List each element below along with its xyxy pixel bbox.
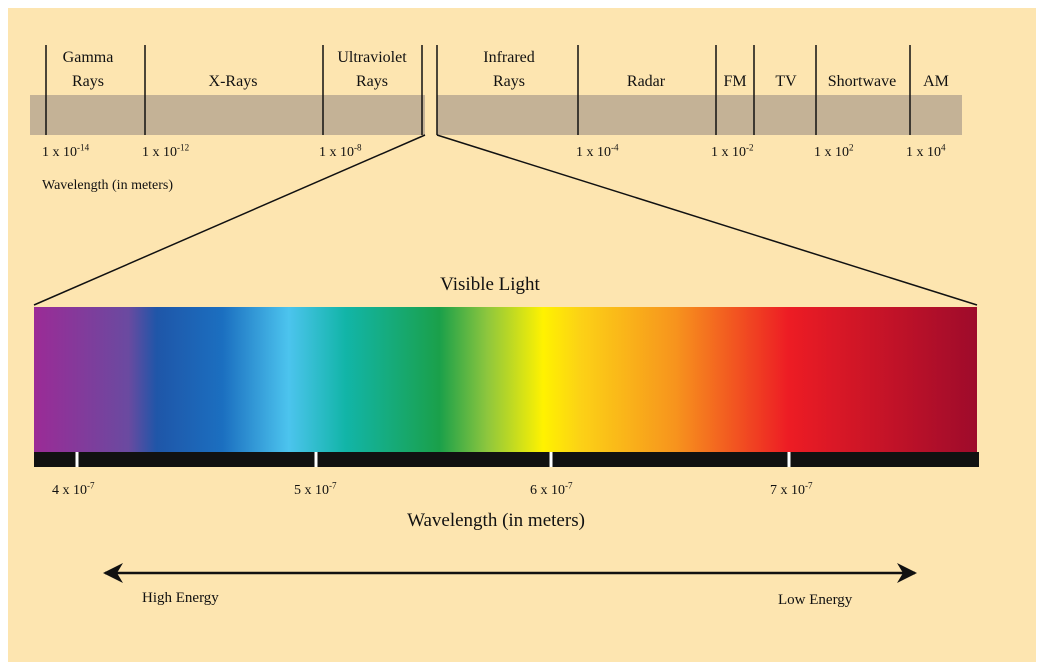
scale-label: 1 x 102 bbox=[814, 142, 854, 160]
visible-tick-label-exponent: -7 bbox=[565, 480, 573, 490]
scale-label-base: 1 x 10 bbox=[814, 145, 849, 160]
scale-label: 1 x 10-8 bbox=[319, 142, 362, 160]
zoom-line bbox=[436, 134, 978, 306]
scale-label: 1 x 10-2 bbox=[711, 142, 754, 160]
visible-tick-label: 4 x 10-7 bbox=[52, 480, 95, 498]
zoom-line bbox=[33, 134, 426, 306]
visible-axis bbox=[34, 452, 979, 467]
visible-tick-label: 5 x 10-7 bbox=[294, 480, 337, 498]
energy-label: High Energy bbox=[142, 590, 219, 606]
scale-label-exponent: -14 bbox=[77, 142, 90, 152]
energy-label: Low Energy bbox=[778, 592, 853, 608]
scale-label-exponent: -12 bbox=[177, 142, 190, 152]
visible-tick-label-exponent: -7 bbox=[805, 480, 813, 490]
scale-label: 1 x 10-4 bbox=[576, 142, 619, 160]
scale-label: 1 x 10-14 bbox=[42, 142, 90, 160]
visible-tick-label-base: 7 x 10 bbox=[770, 483, 805, 498]
band-label: Rays bbox=[493, 73, 525, 90]
visible-tick-label-base: 4 x 10 bbox=[52, 483, 87, 498]
band-label: Shortwave bbox=[828, 73, 896, 90]
visible-axis-title: Wavelength (in meters) bbox=[407, 510, 585, 531]
visible-tick-label-exponent: -7 bbox=[87, 480, 95, 490]
spectrum-band bbox=[30, 95, 425, 135]
scale-label-base: 1 x 10 bbox=[142, 145, 177, 160]
band-label: TV bbox=[775, 73, 797, 90]
visible-tick-label-exponent: -7 bbox=[329, 480, 337, 490]
scale-label-exponent: 4 bbox=[941, 142, 946, 152]
spectrum-band bbox=[437, 95, 962, 135]
scale-label-base: 1 x 10 bbox=[42, 145, 77, 160]
band-label: AM bbox=[923, 73, 949, 90]
band-label: Ultraviolet bbox=[337, 49, 407, 66]
band-label: FM bbox=[723, 73, 746, 90]
scale-label: 1 x 104 bbox=[906, 142, 946, 160]
band-label: Infrared bbox=[483, 49, 535, 66]
scale-label-base: 1 x 10 bbox=[906, 145, 941, 160]
visible-tick-label-base: 6 x 10 bbox=[530, 483, 565, 498]
scale-label-exponent: -8 bbox=[354, 142, 362, 152]
visible-tick-label: 7 x 10-7 bbox=[770, 480, 813, 498]
scale-label-base: 1 x 10 bbox=[319, 145, 354, 160]
visible-spectrum bbox=[34, 307, 977, 452]
scale-label-exponent: -4 bbox=[611, 142, 619, 152]
band-label: Rays bbox=[72, 73, 104, 90]
band-label: Gamma bbox=[63, 49, 114, 66]
band-label: X-Rays bbox=[209, 73, 258, 90]
visible-tick-label: 6 x 10-7 bbox=[530, 480, 573, 498]
scale-label-base: 1 x 10 bbox=[711, 145, 746, 160]
band-label: Radar bbox=[627, 73, 666, 90]
scale-label-base: 1 x 10 bbox=[576, 145, 611, 160]
visible-tick-label-base: 5 x 10 bbox=[294, 483, 329, 498]
visible-title: Visible Light bbox=[440, 274, 540, 295]
scale-label-exponent: 2 bbox=[849, 142, 854, 152]
scale-label-exponent: -2 bbox=[746, 142, 754, 152]
scale-title: Wavelength (in meters) bbox=[42, 178, 173, 193]
band-label: Rays bbox=[356, 73, 388, 90]
scale-label: 1 x 10-12 bbox=[142, 142, 190, 160]
